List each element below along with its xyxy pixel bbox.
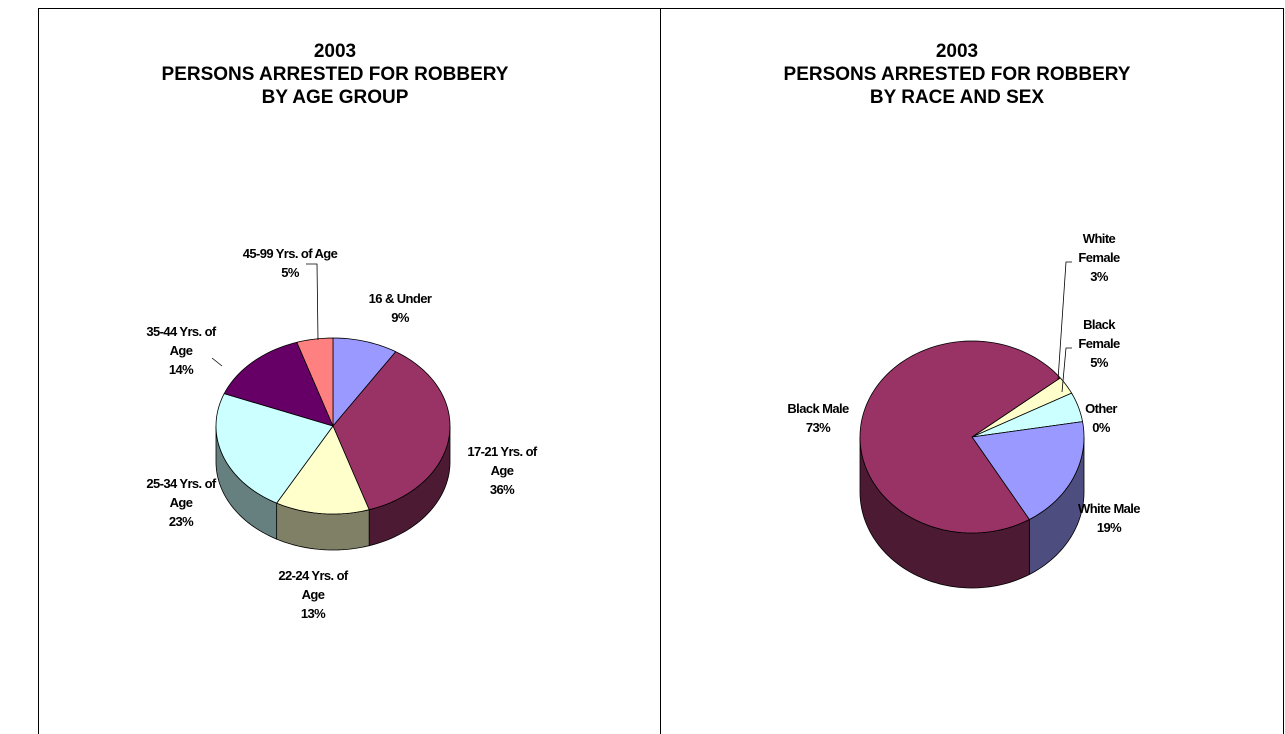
slice-label: 35-44 Yrs. of Age — [146, 324, 216, 358]
leader-line — [1057, 261, 1072, 381]
slice — [332, 337, 397, 428]
slice — [296, 337, 334, 427]
border-top — [38, 8, 1284, 9]
slice-value-label: 19% — [1096, 520, 1122, 535]
slice — [971, 421, 1085, 520]
border-middle — [660, 8, 661, 734]
leader-line — [211, 357, 223, 367]
border-right — [1283, 8, 1284, 734]
slice-label: Black Female — [1078, 317, 1120, 351]
slice — [215, 393, 334, 504]
slice-value-label: 13% — [300, 606, 326, 621]
slice-value-label: 5% — [281, 265, 299, 280]
slice — [859, 340, 1061, 534]
chart-title: 2003 PERSONS ARRESTED FOR ROBBERY BY RAC… — [783, 41, 1131, 108]
slice-value-label: 9% — [391, 310, 409, 325]
slice-label: 25-34 Yrs. of Age — [146, 476, 216, 510]
slice-label: 16 & Under — [368, 291, 432, 306]
slice-value-label: 3% — [1090, 269, 1108, 284]
slice — [276, 425, 370, 515]
slice-label: 45-99 Yrs. of Age — [242, 246, 338, 261]
slice-value-label: 5% — [1090, 355, 1108, 370]
slice-value-label: 23% — [168, 514, 194, 529]
slice-value-label: 14% — [168, 362, 194, 377]
slice — [332, 351, 451, 511]
slice-value-label: 0% — [1092, 420, 1110, 435]
slice-label: White Male — [1078, 501, 1141, 516]
slice — [971, 377, 1073, 438]
slice-label: White Female — [1078, 231, 1120, 265]
slice-value-label: 36% — [489, 482, 515, 497]
slice-label: 17-21 Yrs. of Age — [467, 444, 537, 478]
leader-line — [1061, 347, 1072, 393]
slice-label: Other — [1085, 401, 1117, 416]
border-left — [38, 8, 39, 734]
chart-title: 2003 PERSONS ARRESTED FOR ROBBERY BY AGE… — [161, 41, 509, 108]
slice-value-label: 73% — [805, 420, 831, 435]
slice — [971, 392, 1084, 438]
slice-label: Black Male — [787, 401, 849, 416]
leader-line — [306, 263, 319, 341]
slice-label: 22-24 Yrs. of Age — [278, 568, 348, 602]
